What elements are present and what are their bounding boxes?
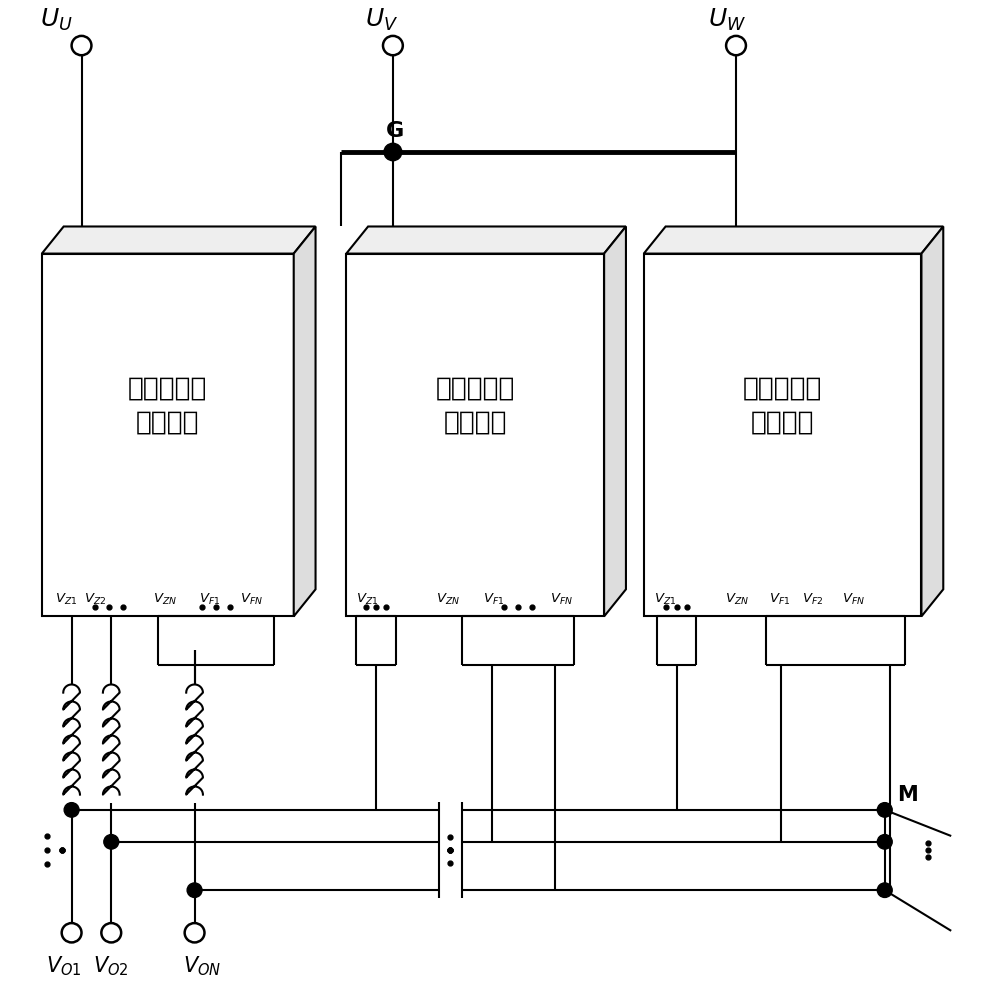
Bar: [346, 254, 604, 616]
Circle shape: [726, 36, 746, 55]
Circle shape: [383, 36, 403, 55]
Text: $V_{O1}$: $V_{O1}$: [46, 954, 81, 978]
Text: $V_{Z1}$: $V_{Z1}$: [654, 593, 676, 607]
Circle shape: [185, 923, 204, 943]
Text: $V_{Z1}$: $V_{Z1}$: [356, 593, 379, 607]
Text: $V_{Z1}$: $V_{Z1}$: [55, 593, 77, 607]
Text: $V_{ZN}$: $V_{ZN}$: [153, 593, 177, 607]
Text: $V_{ON}$: $V_{ON}$: [183, 954, 222, 978]
Circle shape: [64, 803, 79, 817]
Text: $V_{Z2}$: $V_{Z2}$: [84, 593, 107, 607]
Circle shape: [104, 835, 119, 849]
Text: $V_{F1}$: $V_{F1}$: [769, 593, 790, 607]
Circle shape: [877, 803, 892, 817]
Text: $V_{F1}$: $V_{F1}$: [199, 593, 220, 607]
Text: 单相变压器
换流单元: 单相变压器 换流单元: [743, 376, 822, 435]
Circle shape: [101, 923, 121, 943]
Circle shape: [877, 883, 892, 897]
Circle shape: [877, 835, 892, 849]
Text: $U_U$: $U_U$: [40, 6, 73, 32]
Bar: [644, 254, 921, 616]
Text: $V_{FN}$: $V_{FN}$: [550, 593, 573, 607]
Bar: [42, 254, 294, 616]
Text: $U_W$: $U_W$: [708, 6, 746, 32]
Text: $V_{F1}$: $V_{F1}$: [483, 593, 505, 607]
Polygon shape: [604, 226, 626, 616]
Polygon shape: [42, 226, 316, 254]
Circle shape: [187, 883, 202, 897]
Text: $V_{ZN}$: $V_{ZN}$: [436, 593, 460, 607]
Text: $V_{F2}$: $V_{F2}$: [802, 593, 824, 607]
Polygon shape: [644, 226, 943, 254]
Text: $U_V$: $U_V$: [365, 6, 398, 32]
Text: $V_{O2}$: $V_{O2}$: [93, 954, 129, 978]
Circle shape: [72, 36, 91, 55]
Circle shape: [62, 923, 82, 943]
Text: $V_{FN}$: $V_{FN}$: [842, 593, 865, 607]
Text: M: M: [897, 785, 917, 805]
Polygon shape: [346, 226, 626, 254]
Text: 单相变压器
换流单元: 单相变压器 换流单元: [128, 376, 207, 435]
Text: 单相变压器
换流单元: 单相变压器 换流单元: [436, 376, 515, 435]
Polygon shape: [294, 226, 316, 616]
Circle shape: [384, 144, 402, 160]
Text: $V_{ZN}$: $V_{ZN}$: [725, 593, 749, 607]
Text: G: G: [386, 121, 404, 141]
Polygon shape: [921, 226, 943, 616]
Text: $V_{FN}$: $V_{FN}$: [240, 593, 263, 607]
